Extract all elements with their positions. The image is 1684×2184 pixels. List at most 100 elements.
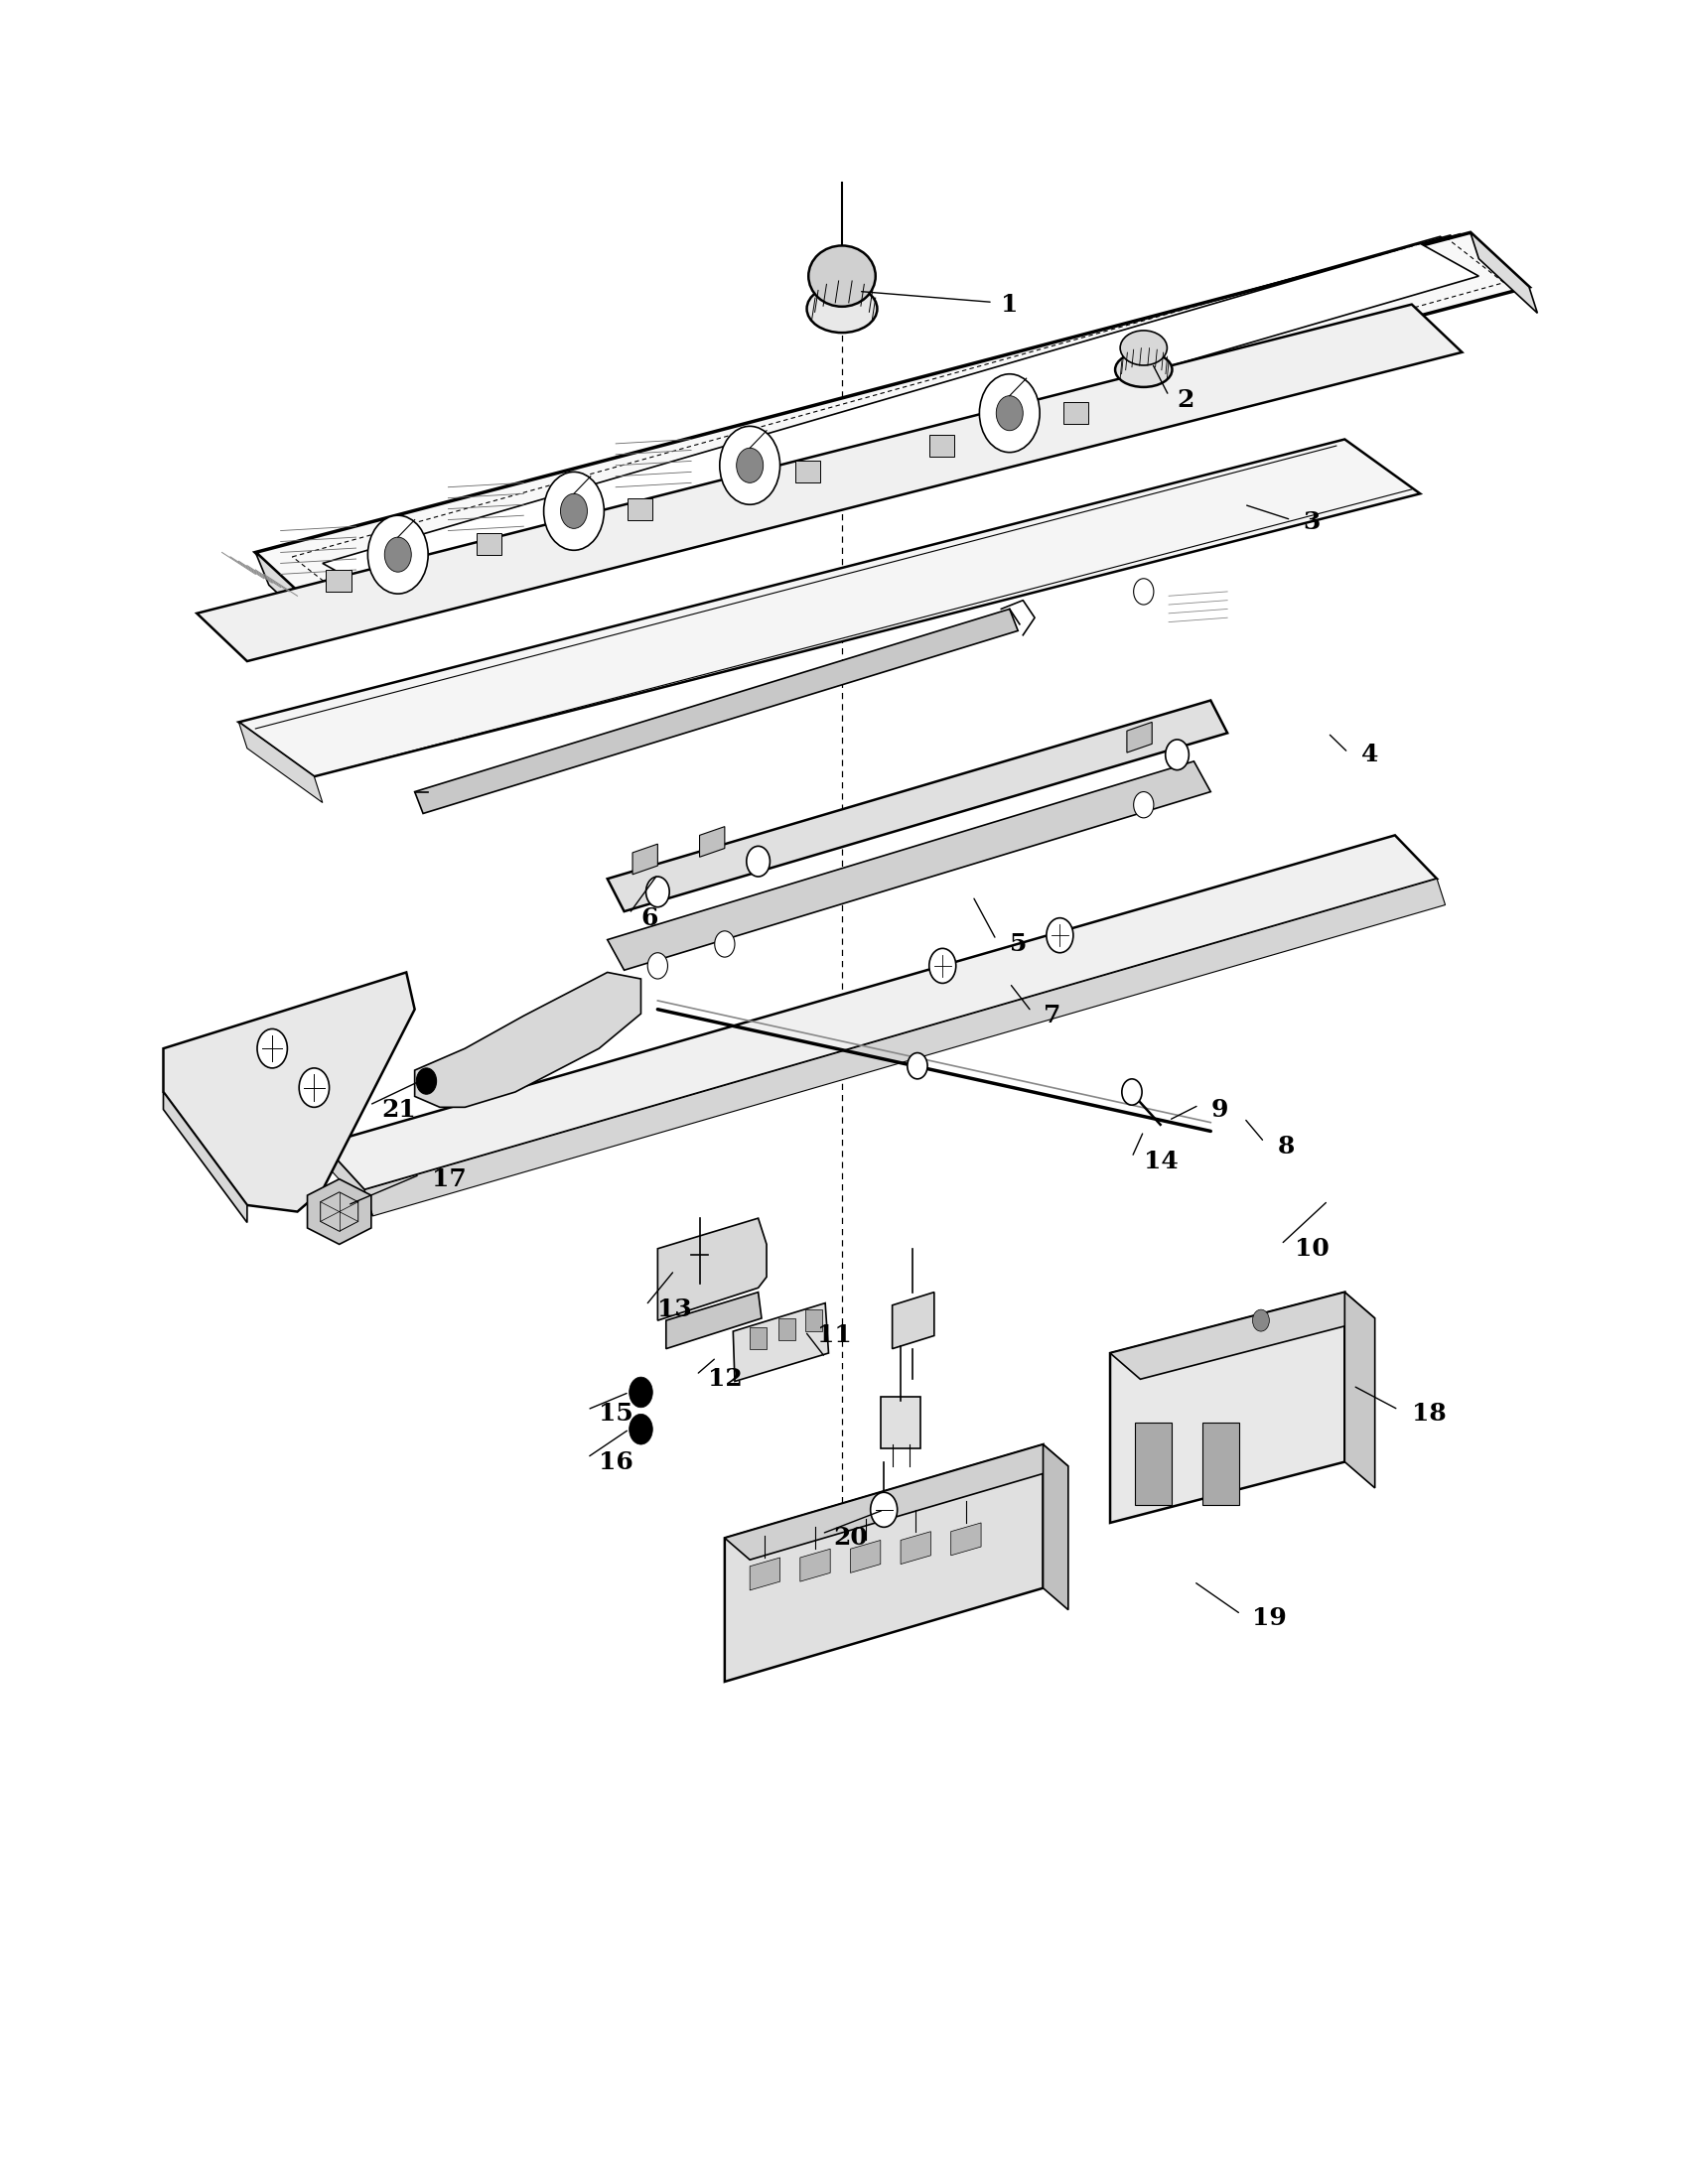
Polygon shape — [1470, 232, 1537, 312]
Polygon shape — [667, 1293, 761, 1350]
Text: 19: 19 — [1253, 1607, 1287, 1631]
Text: 17: 17 — [431, 1166, 466, 1190]
Ellipse shape — [1115, 352, 1172, 387]
Ellipse shape — [1120, 330, 1167, 365]
FancyBboxPatch shape — [628, 498, 653, 520]
FancyBboxPatch shape — [778, 1319, 795, 1341]
Polygon shape — [364, 878, 1445, 1216]
Polygon shape — [266, 234, 1519, 603]
Circle shape — [384, 537, 411, 572]
Text: 13: 13 — [658, 1297, 692, 1321]
Polygon shape — [733, 1304, 829, 1380]
FancyBboxPatch shape — [749, 1328, 766, 1350]
Text: 7: 7 — [1042, 1005, 1061, 1029]
Polygon shape — [608, 762, 1211, 970]
Circle shape — [1165, 740, 1189, 771]
Circle shape — [719, 426, 780, 505]
Circle shape — [871, 1492, 898, 1527]
Polygon shape — [608, 701, 1228, 911]
Polygon shape — [256, 553, 328, 640]
Text: 21: 21 — [381, 1099, 416, 1120]
Circle shape — [544, 472, 605, 550]
Polygon shape — [893, 1293, 935, 1350]
Circle shape — [648, 952, 669, 978]
Polygon shape — [724, 1444, 1042, 1682]
Polygon shape — [163, 1092, 248, 1223]
Text: 16: 16 — [600, 1450, 633, 1474]
Ellipse shape — [807, 284, 877, 332]
Text: 14: 14 — [1143, 1149, 1179, 1173]
Text: 11: 11 — [817, 1324, 852, 1348]
FancyBboxPatch shape — [881, 1396, 921, 1448]
Text: 20: 20 — [834, 1527, 869, 1551]
Circle shape — [908, 1053, 928, 1079]
Polygon shape — [414, 609, 1017, 812]
Text: 2: 2 — [1177, 389, 1194, 413]
Circle shape — [416, 1068, 436, 1094]
Circle shape — [1133, 793, 1154, 817]
Circle shape — [647, 876, 670, 906]
Polygon shape — [633, 843, 658, 874]
Text: 18: 18 — [1411, 1402, 1447, 1426]
Polygon shape — [1110, 1293, 1374, 1380]
Polygon shape — [749, 1557, 780, 1590]
Text: 8: 8 — [1278, 1133, 1295, 1158]
Circle shape — [630, 1378, 653, 1406]
Circle shape — [1133, 579, 1154, 605]
FancyBboxPatch shape — [1063, 402, 1088, 424]
Polygon shape — [951, 1522, 982, 1555]
FancyBboxPatch shape — [795, 461, 820, 483]
Circle shape — [1122, 1079, 1142, 1105]
FancyBboxPatch shape — [1135, 1422, 1172, 1505]
Circle shape — [258, 1029, 288, 1068]
Polygon shape — [239, 723, 323, 804]
Circle shape — [997, 395, 1022, 430]
Polygon shape — [724, 1444, 1068, 1559]
Polygon shape — [850, 1540, 881, 1572]
FancyBboxPatch shape — [930, 435, 955, 456]
Polygon shape — [323, 242, 1479, 596]
Ellipse shape — [808, 245, 876, 306]
Circle shape — [630, 1413, 653, 1444]
Circle shape — [736, 448, 763, 483]
Circle shape — [367, 515, 428, 594]
Circle shape — [300, 1068, 330, 1107]
Polygon shape — [276, 236, 1509, 601]
Polygon shape — [901, 1531, 931, 1564]
Polygon shape — [699, 826, 724, 856]
FancyBboxPatch shape — [1202, 1422, 1239, 1505]
Polygon shape — [658, 1219, 766, 1321]
Circle shape — [746, 845, 770, 876]
Text: 3: 3 — [1303, 511, 1320, 533]
Text: 12: 12 — [707, 1367, 743, 1391]
Polygon shape — [323, 1144, 372, 1216]
Text: 6: 6 — [642, 906, 658, 930]
Polygon shape — [1110, 1293, 1346, 1522]
Text: 9: 9 — [1211, 1099, 1228, 1120]
FancyBboxPatch shape — [327, 570, 350, 592]
Polygon shape — [414, 972, 642, 1107]
Polygon shape — [163, 972, 414, 1212]
Polygon shape — [308, 1179, 370, 1245]
Polygon shape — [197, 304, 1462, 662]
Circle shape — [714, 930, 734, 957]
Text: 1: 1 — [1002, 293, 1019, 317]
Text: 5: 5 — [1010, 933, 1027, 957]
FancyBboxPatch shape — [477, 533, 502, 555]
Polygon shape — [1127, 723, 1152, 753]
Circle shape — [561, 494, 588, 529]
Polygon shape — [256, 232, 1529, 607]
Polygon shape — [239, 439, 1420, 778]
Circle shape — [980, 373, 1039, 452]
Polygon shape — [1042, 1444, 1068, 1610]
Circle shape — [1046, 917, 1073, 952]
Text: 15: 15 — [600, 1402, 633, 1426]
Polygon shape — [1346, 1293, 1374, 1487]
Polygon shape — [800, 1548, 830, 1581]
Text: 10: 10 — [1295, 1236, 1329, 1260]
Circle shape — [930, 948, 957, 983]
Polygon shape — [286, 236, 1499, 598]
Circle shape — [1253, 1310, 1270, 1332]
Polygon shape — [323, 834, 1436, 1190]
Text: 4: 4 — [1361, 743, 1379, 767]
